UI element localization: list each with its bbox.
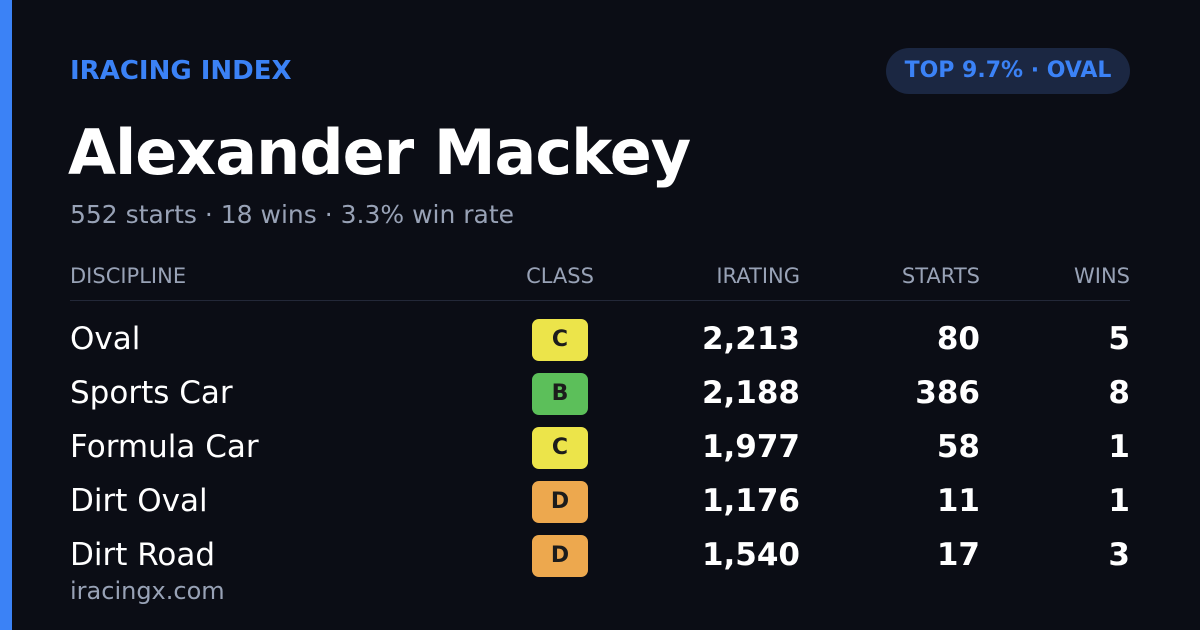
wins-value: 5 [1108, 321, 1130, 357]
accent-stripe [0, 0, 12, 630]
wins-value: 1 [1108, 429, 1130, 465]
class-badge: D [532, 535, 588, 577]
irating-value: 2,188 [701, 375, 800, 411]
irating-value: 1,176 [701, 483, 800, 519]
starts-value: 58 [936, 429, 980, 465]
starts-value: 17 [936, 537, 980, 573]
irating-value: 1,540 [701, 537, 800, 573]
discipline-name: Sports Car [70, 375, 233, 411]
discipline-name: Dirt Oval [70, 483, 208, 519]
brand-label: IRACING INDEX [70, 56, 292, 86]
wins-value: 3 [1108, 537, 1130, 573]
starts-value: 11 [936, 483, 980, 519]
starts-value: 386 [915, 375, 980, 411]
column-header: DISCIPLINE [70, 264, 187, 288]
column-header: STARTS [901, 264, 980, 288]
wins-value: 1 [1108, 483, 1130, 519]
site-url: iracingx.com [70, 577, 225, 605]
rank-badge: TOP 9.7% · OVAL [886, 48, 1130, 94]
column-header: IRATING [716, 264, 800, 288]
class-badge: C [532, 427, 588, 469]
driver-summary: 552 starts · 18 wins · 3.3% win rate [70, 200, 515, 229]
wins-value: 8 [1108, 375, 1130, 411]
column-header: WINS [1074, 264, 1130, 288]
discipline-name: Formula Car [70, 429, 259, 465]
column-header: CLASS [526, 264, 594, 288]
class-badge: D [532, 481, 588, 523]
discipline-name: Dirt Road [70, 537, 216, 573]
irating-value: 1,977 [701, 429, 800, 465]
driver-name: Alexander Mackey [68, 116, 691, 189]
class-badge: B [532, 373, 588, 415]
class-badge: C [532, 319, 588, 361]
discipline-name: Oval [70, 321, 141, 357]
header-rule [70, 300, 1130, 301]
irating-value: 2,213 [701, 321, 800, 357]
starts-value: 80 [936, 321, 980, 357]
